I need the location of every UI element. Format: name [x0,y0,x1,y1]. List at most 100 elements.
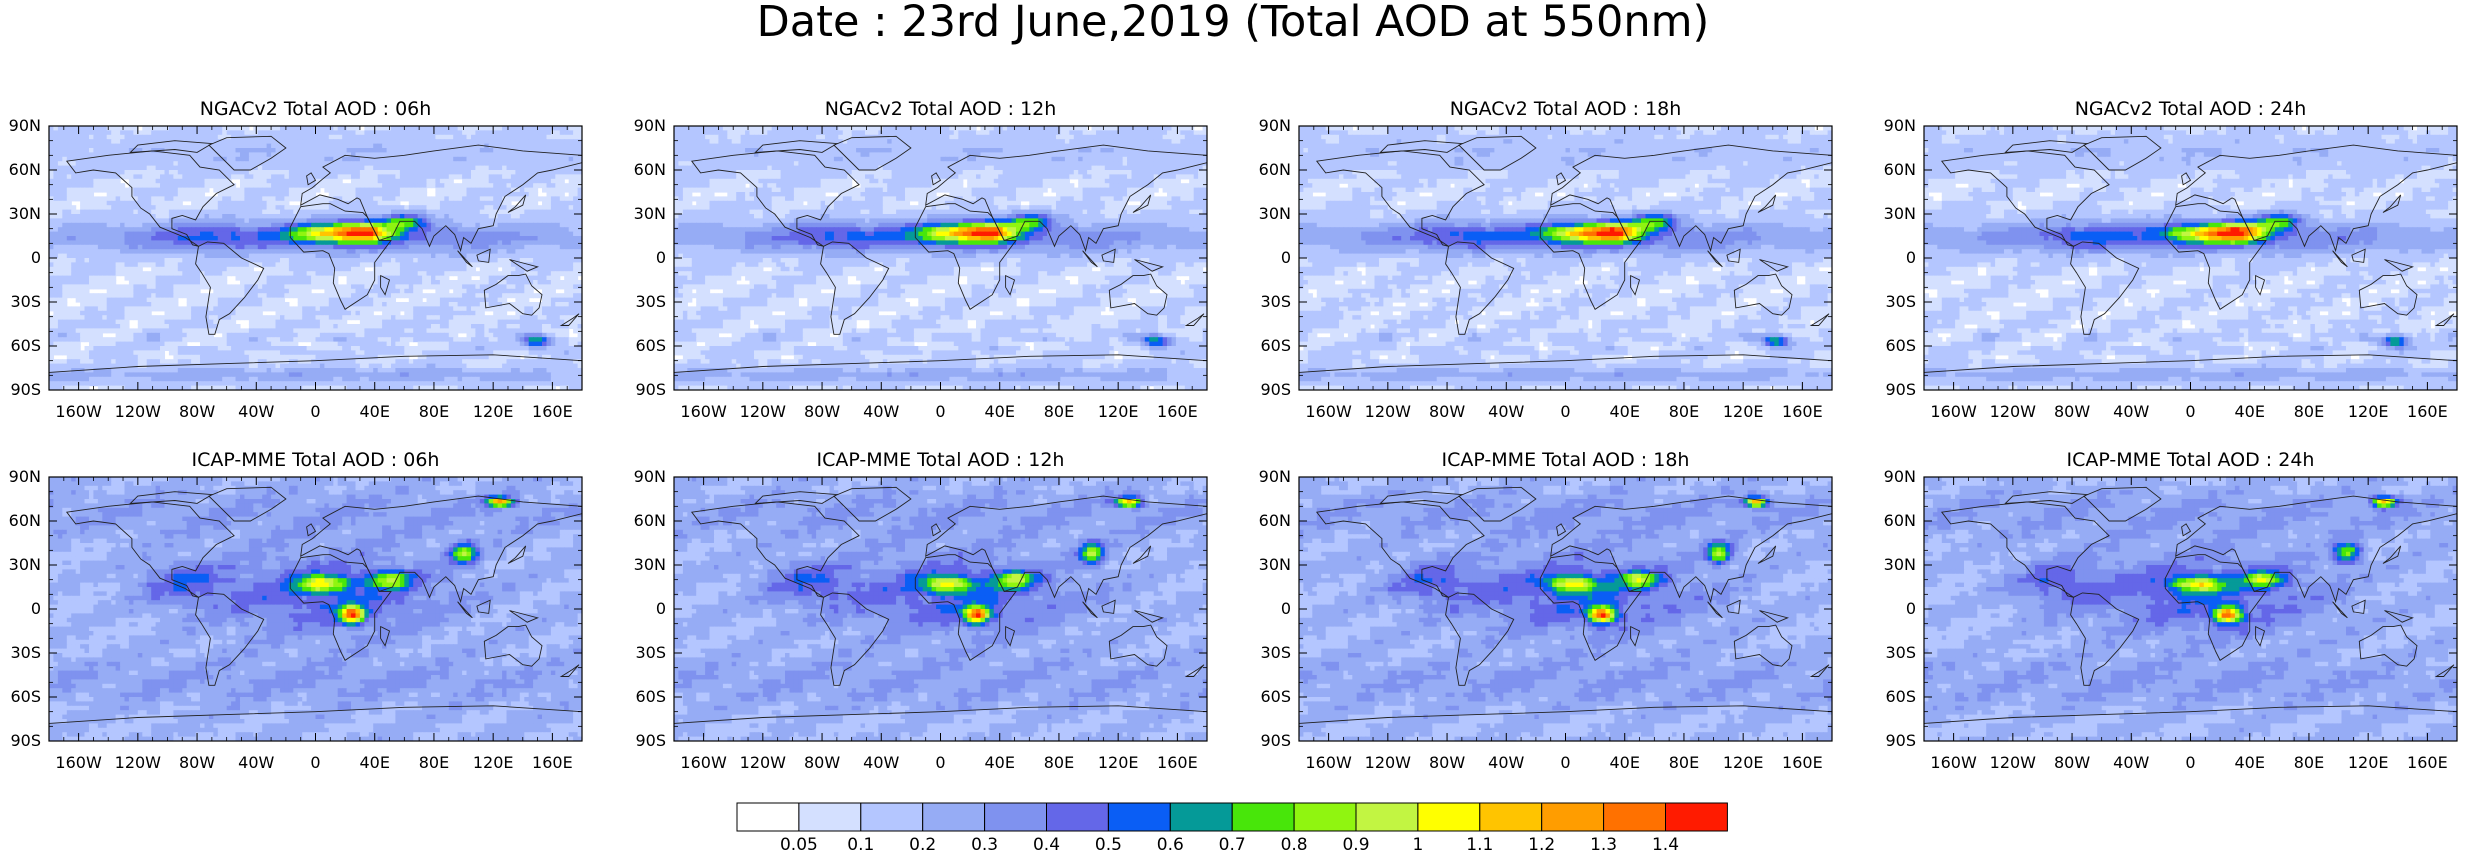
aod-cell [564,253,570,259]
aod-cell [297,134,303,140]
aod-cell [262,148,268,153]
aod-cell [115,161,121,167]
aod-cell [284,174,290,180]
aod-cell [266,170,272,175]
aod-cell [164,196,170,202]
aod-cell [275,178,281,184]
aod-cell [510,192,516,197]
aod-cell [399,236,405,241]
aod-cell [373,143,379,149]
aod-cell [97,275,103,281]
aod-cell [80,227,86,233]
aod-cell [417,258,423,263]
aod-cell [431,302,437,307]
aod-cell [546,236,552,241]
aod-cell [439,170,445,175]
aod-cell [137,244,143,250]
aod-cell [271,271,277,277]
aod-cell [226,170,232,175]
aod-cell [137,227,143,233]
aod-cell [368,205,374,211]
aod-cell [519,214,525,219]
aod-cell [550,297,556,303]
aod-cell [510,280,516,285]
aod-cell [177,306,183,312]
aod-cell [262,187,268,193]
aod-cell [284,130,290,136]
aod-cell [288,306,294,312]
aod-cell [324,240,330,246]
aod-cell [413,187,419,193]
aod-cell [208,143,214,149]
aod-cell [84,310,90,316]
aod-cell [284,231,290,237]
aod-cell [271,156,277,162]
aod-cell [173,130,179,136]
aod-cell [546,165,552,171]
aod-cell [315,200,321,206]
aod-cell [93,310,99,316]
aod-cell [493,280,499,285]
aod-cell [168,253,174,259]
aod-cell [244,266,250,272]
aod-cell [213,266,219,272]
aod-cell [497,161,503,167]
aod-cell [133,200,139,206]
aod-cell [537,227,543,233]
aod-cell [115,183,121,189]
aod-cell [351,196,357,202]
aod-cell [399,293,405,299]
aod-cell [435,227,441,233]
aod-cell [546,244,552,250]
aod-cell [528,244,534,250]
aod-cell [462,222,468,228]
aod-cell [133,227,139,233]
aod-cell [457,196,463,202]
aod-cell [555,139,561,145]
aod-cell [359,306,365,312]
aod-cell [200,302,206,307]
aod-cell [271,249,277,255]
aod-cell [493,266,499,272]
aod-cell [346,262,352,268]
aod-cell [395,148,401,153]
aod-cell [577,165,582,171]
aod-cell [466,205,472,211]
aod-cell [399,152,405,158]
aod-cell [266,161,272,167]
aod-cell [404,271,410,277]
aod-cell [346,126,352,131]
aod-cell [306,244,312,250]
aod-cell [319,218,325,224]
aod-cell [257,302,263,307]
aod-cell [426,214,432,219]
aod-cell [57,161,63,167]
aod-cell [306,275,312,281]
aod-cell [311,310,317,316]
aod-cell [284,183,290,189]
aod-cell [75,258,81,263]
aod-cell [484,288,490,294]
aod-cell [93,284,99,290]
aod-cell [417,214,423,219]
aod-cell [275,130,281,136]
aod-cell [204,297,210,303]
aod-cell [80,148,86,153]
aod-cell [502,271,508,277]
aod-cell [324,262,330,268]
aod-cell [97,236,103,241]
aod-cell [319,161,325,167]
aod-cell [213,200,219,206]
aod-cell [439,306,445,312]
aod-cell [222,244,228,250]
aod-cell [293,196,299,202]
aod-cell [386,152,392,158]
aod-cell [533,258,539,263]
aod-cell [253,192,259,197]
aod-cell [342,271,348,277]
aod-cell [297,187,303,193]
aod-cell [75,148,81,153]
aod-cell [155,231,161,237]
aod-cell [524,139,530,145]
aod-cell [319,156,325,162]
